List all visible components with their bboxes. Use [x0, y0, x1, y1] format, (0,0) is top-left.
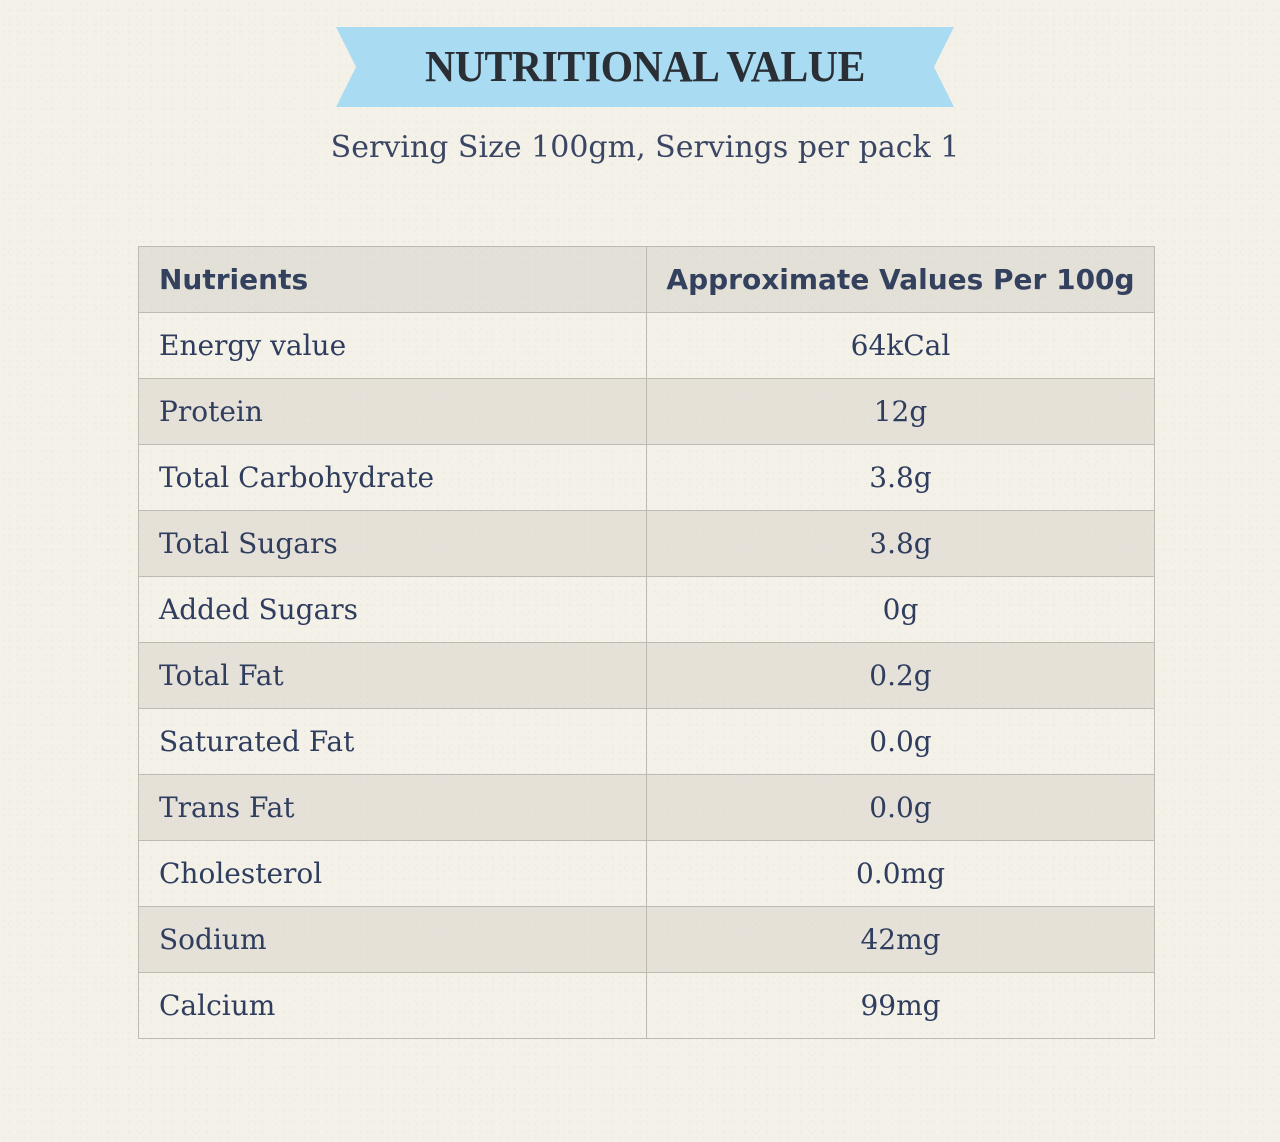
- table-header-row: Nutrients Approximate Values Per 100g: [138, 246, 1155, 313]
- column-header-values: Approximate Values Per 100g: [646, 246, 1155, 313]
- nutrient-name: Saturated Fat: [138, 708, 647, 775]
- nutrient-value: 64kCal: [646, 312, 1155, 379]
- nutrient-value: 0.0g: [646, 708, 1155, 775]
- column-header-nutrients: Nutrients: [138, 246, 647, 313]
- nutrient-value: 0.2g: [646, 642, 1155, 709]
- nutrient-name: Added Sugars: [138, 576, 647, 643]
- title-banner: NUTRITIONAL VALUE: [336, 27, 954, 107]
- nutrient-value: 0.0g: [646, 774, 1155, 841]
- nutrition-table: Nutrients Approximate Values Per 100g En…: [138, 246, 1155, 1039]
- table-row: Total Sugars 3.8g: [138, 510, 1155, 577]
- serving-size-subtitle: Serving Size 100gm, Servings per pack 1: [330, 130, 960, 165]
- nutrient-value: 3.8g: [646, 444, 1155, 511]
- nutrient-name: Calcium: [138, 972, 647, 1039]
- table-row: Total Carbohydrate 3.8g: [138, 444, 1155, 511]
- table-row: Calcium 99mg: [138, 972, 1155, 1039]
- nutrient-value: 42mg: [646, 906, 1155, 973]
- table-row: Total Fat 0.2g: [138, 642, 1155, 709]
- table-row: Saturated Fat 0.0g: [138, 708, 1155, 775]
- nutrient-value: 12g: [646, 378, 1155, 445]
- table-row: Energy value 64kCal: [138, 312, 1155, 379]
- nutrient-name: Protein: [138, 378, 647, 445]
- table-row: Protein 12g: [138, 378, 1155, 445]
- nutrient-value: 0g: [646, 576, 1155, 643]
- table-row: Cholesterol 0.0mg: [138, 840, 1155, 907]
- nutrient-name: Total Fat: [138, 642, 647, 709]
- table-row: Added Sugars 0g: [138, 576, 1155, 643]
- page-title: NUTRITIONAL VALUE: [425, 42, 865, 91]
- nutrient-value: 3.8g: [646, 510, 1155, 577]
- nutrient-name: Sodium: [138, 906, 647, 973]
- nutrient-value: 99mg: [646, 972, 1155, 1039]
- table-row: Trans Fat 0.0g: [138, 774, 1155, 841]
- table-row: Sodium 42mg: [138, 906, 1155, 973]
- nutrient-name: Trans Fat: [138, 774, 647, 841]
- nutrient-name: Total Carbohydrate: [138, 444, 647, 511]
- nutrient-value: 0.0mg: [646, 840, 1155, 907]
- banner-ribbon-shape: [336, 27, 954, 107]
- nutrient-name: Energy value: [138, 312, 647, 379]
- nutrient-name: Total Sugars: [138, 510, 647, 577]
- nutrient-name: Cholesterol: [138, 840, 647, 907]
